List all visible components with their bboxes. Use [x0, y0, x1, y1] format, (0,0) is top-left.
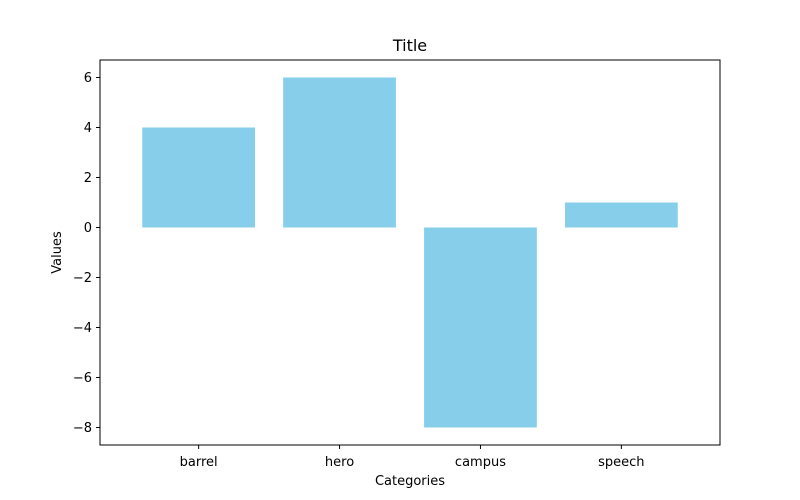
- y-tick-label: −8: [73, 421, 92, 436]
- y-tick-label: −6: [73, 371, 92, 386]
- chart-title: Title: [392, 36, 427, 55]
- y-tick-label: 6: [84, 71, 92, 86]
- y-axis-label: Values: [50, 231, 65, 274]
- x-axis-ticks: barrel hero campus speech: [180, 445, 645, 470]
- bar-hero: [283, 77, 396, 228]
- y-tick-label: 0: [84, 221, 92, 236]
- bar-barrel: [142, 127, 255, 228]
- x-axis-label: Categories: [375, 474, 445, 489]
- bar-campus: [424, 227, 537, 428]
- y-axis-ticks: −8 −6 −4 −2 0 2 4 6: [73, 71, 100, 436]
- x-tick-label-speech: speech: [598, 455, 644, 470]
- y-tick-label: −2: [73, 271, 92, 286]
- x-tick-label-hero: hero: [325, 455, 354, 470]
- x-tick-label-barrel: barrel: [180, 455, 218, 470]
- bar-speech: [565, 202, 678, 228]
- y-tick-label: 2: [84, 171, 92, 186]
- y-tick-label: −4: [73, 321, 92, 336]
- x-tick-label-campus: campus: [455, 455, 506, 470]
- y-tick-label: 4: [84, 121, 92, 136]
- bars-layer: [142, 77, 678, 428]
- plot-frame: [99, 59, 721, 446]
